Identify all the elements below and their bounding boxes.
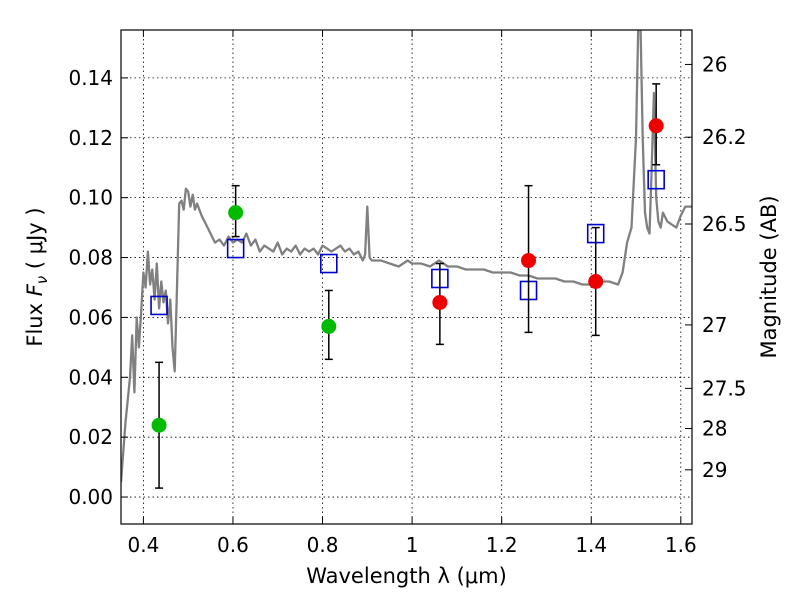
model-flux-square xyxy=(150,295,168,316)
x-axis-title: Wavelength λ (μm) xyxy=(306,564,507,588)
x-tick-label: 1.4 xyxy=(575,533,607,557)
plot-area xyxy=(121,30,692,489)
x-tick-label: 0.6 xyxy=(217,533,249,557)
observed-flux-point xyxy=(321,318,337,334)
right-tick-label: 29 xyxy=(702,458,727,482)
right-tick-label: 26.2 xyxy=(702,125,747,149)
y-tick-label: 0.14 xyxy=(68,66,113,90)
x-tick-label: 1 xyxy=(406,533,419,557)
y-axis-title: Flux Fν ( μJy ) xyxy=(23,207,51,346)
x-tick-label: 0.8 xyxy=(307,533,339,557)
right-tick-label: 27.5 xyxy=(702,376,747,400)
observed-flux-point xyxy=(521,253,537,269)
right-tick-label: 27 xyxy=(702,313,727,337)
y-tick-label: 0.04 xyxy=(68,365,113,389)
grid-lines xyxy=(121,30,692,524)
x-tick-label: 1.2 xyxy=(486,533,518,557)
y-tick-label: 0.00 xyxy=(68,485,113,509)
model-flux-square xyxy=(226,238,245,259)
observed-flux-point xyxy=(432,294,448,310)
sed-model-line xyxy=(121,30,692,483)
right-tick-label: 26 xyxy=(702,52,727,76)
model-flux-square xyxy=(647,169,665,190)
model-flux-square xyxy=(319,253,338,274)
x-tick-label: 0.4 xyxy=(127,533,159,557)
observed-flux-point xyxy=(228,205,244,221)
right-tick-label: 26.5 xyxy=(702,212,747,236)
x-tick-label: 1.6 xyxy=(665,533,697,557)
y-tick-label: 0.12 xyxy=(68,126,113,150)
observed-flux-point xyxy=(151,417,167,433)
y-tick-label: 0.02 xyxy=(68,425,113,449)
y-tick-label: 0.08 xyxy=(68,246,113,270)
observed-flux-point xyxy=(588,273,604,289)
plot-frame xyxy=(120,29,693,525)
y-tick-label: 0.06 xyxy=(68,305,113,329)
observed-flux-point xyxy=(648,118,664,134)
right-axis-title: Magnitude (AB) xyxy=(757,195,781,358)
y-tick-label: 0.10 xyxy=(68,186,113,210)
axis-ticks: 0.4 0.6 0.8 1 1.2 1.4 1.6 0.00 0.02 0.04 0.06 0.08 0… xyxy=(68,30,747,557)
right-tick-label: 28 xyxy=(702,416,727,440)
